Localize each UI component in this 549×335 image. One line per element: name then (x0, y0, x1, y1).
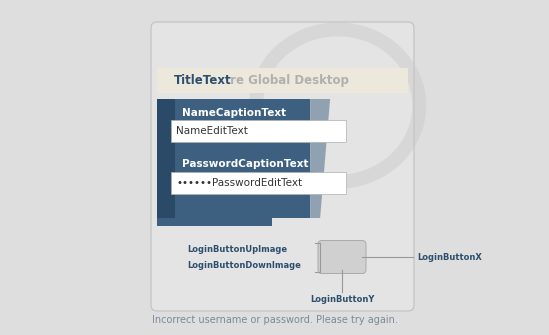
Polygon shape (310, 99, 330, 218)
Text: LoginButtonY: LoginButtonY (310, 295, 374, 305)
Text: LoginButtonUpImage: LoginButtonUpImage (187, 245, 287, 254)
Text: LoginButtonDownImage: LoginButtonDownImage (187, 261, 301, 269)
Bar (157, 99, 175, 218)
Bar (157, 99, 310, 218)
Bar (171, 172, 346, 194)
Bar (157, 218, 272, 226)
Bar (171, 120, 346, 142)
Text: NameEditText: NameEditText (176, 126, 248, 136)
Text: LoginButtonX: LoginButtonX (417, 253, 482, 262)
Text: Incorrect username or password. Please try again.: Incorrect username or password. Please t… (152, 315, 397, 325)
Text: NameCaptionText: NameCaptionText (182, 108, 286, 118)
Text: ••••••PasswordEditText: ••••••PasswordEditText (176, 178, 302, 188)
Bar (157, 68, 408, 93)
FancyBboxPatch shape (151, 22, 414, 311)
Text: TitleText: TitleText (174, 74, 232, 87)
FancyBboxPatch shape (318, 241, 366, 273)
Text: re Global Desktop: re Global Desktop (226, 74, 349, 87)
Text: PasswordCaptionText: PasswordCaptionText (182, 159, 309, 169)
